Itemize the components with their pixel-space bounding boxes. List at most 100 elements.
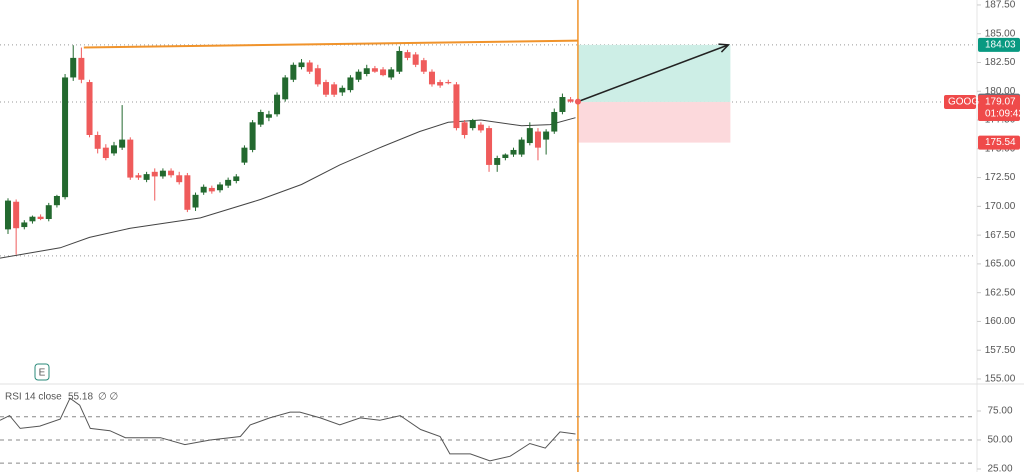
candle-body bbox=[62, 77, 69, 198]
candle-body bbox=[388, 69, 395, 78]
candle-body bbox=[168, 170, 175, 176]
candle-body bbox=[510, 149, 517, 155]
rsi-tick-label: 75.00 bbox=[987, 406, 1012, 417]
candle-body bbox=[404, 52, 411, 58]
countdown: 01:09:42 bbox=[985, 109, 1024, 120]
symbol-tag: GOOG bbox=[948, 97, 979, 108]
candle-body bbox=[371, 68, 378, 72]
candle-body bbox=[208, 187, 215, 192]
candle-body bbox=[567, 99, 574, 102]
candle-body bbox=[445, 82, 452, 84]
price-tag: 179.07 bbox=[985, 97, 1016, 108]
y-tick-label: 180.00 bbox=[985, 86, 1016, 97]
candle-body bbox=[249, 122, 256, 150]
candle-body bbox=[314, 68, 321, 85]
trend-line bbox=[83, 39, 578, 49]
rsi-line bbox=[0, 397, 576, 462]
candle-body bbox=[518, 139, 525, 155]
candle-body bbox=[306, 62, 313, 72]
candle-body bbox=[78, 57, 85, 80]
candle-body bbox=[102, 147, 109, 159]
candle-body bbox=[143, 174, 150, 180]
candle-body bbox=[339, 87, 346, 93]
stop-zone bbox=[577, 101, 731, 143]
candle-body bbox=[135, 175, 142, 178]
candle-body bbox=[86, 82, 93, 135]
candle-body bbox=[290, 64, 297, 80]
candle-body bbox=[543, 131, 550, 140]
candle-body bbox=[159, 170, 166, 177]
candle-body bbox=[192, 194, 199, 208]
candle-body bbox=[37, 216, 44, 220]
candle-body bbox=[4, 200, 11, 230]
y-tick-label: 172.50 bbox=[985, 172, 1016, 183]
candle-body bbox=[274, 94, 281, 115]
candle-body bbox=[233, 176, 240, 182]
rsi-tick-label: 50.00 bbox=[987, 435, 1012, 446]
candle-body bbox=[45, 205, 52, 220]
candle-body bbox=[347, 77, 354, 91]
earnings-marker: E bbox=[39, 368, 46, 379]
y-tick-label: 160.00 bbox=[985, 316, 1016, 327]
candle-body bbox=[322, 82, 329, 95]
y-tick-label: 167.50 bbox=[985, 230, 1016, 241]
symbol-tag-bg bbox=[944, 94, 976, 109]
rsi-flags: ∅ ∅ bbox=[98, 392, 118, 403]
y-tick-label: 185.00 bbox=[985, 28, 1016, 39]
candle-body bbox=[461, 122, 468, 135]
stop-tag-bg bbox=[978, 135, 1020, 150]
stop-tag: 175.54 bbox=[985, 137, 1016, 148]
candle-body bbox=[13, 201, 20, 229]
moving-average bbox=[0, 117, 576, 259]
candle-body bbox=[110, 145, 117, 154]
candle-body bbox=[200, 186, 207, 193]
candle-body bbox=[127, 139, 134, 178]
price-tag-bg bbox=[978, 94, 1020, 121]
target-tag: 184.03 bbox=[985, 40, 1016, 51]
candle-body bbox=[380, 69, 387, 76]
candle-body bbox=[265, 114, 272, 118]
target-tag-bg bbox=[978, 37, 1020, 52]
last-dot bbox=[574, 98, 581, 105]
candle-body bbox=[94, 134, 101, 149]
candle-body bbox=[282, 77, 289, 100]
candle-body bbox=[526, 128, 533, 144]
candle-body bbox=[257, 111, 264, 125]
candle-body bbox=[428, 71, 435, 85]
candle-body bbox=[241, 147, 248, 163]
candle-body bbox=[437, 82, 444, 86]
candle-body bbox=[225, 179, 232, 186]
candle-body bbox=[486, 128, 493, 165]
candle-body bbox=[559, 97, 566, 112]
earnings-badge bbox=[34, 363, 50, 381]
y-tick-label: 187.50 bbox=[985, 0, 1016, 11]
y-tick-label: 162.50 bbox=[985, 287, 1016, 298]
projection-arrow bbox=[577, 44, 729, 103]
rsi-last: 55.18 bbox=[68, 392, 93, 403]
candle-body bbox=[363, 68, 370, 74]
y-tick-label: 165.00 bbox=[985, 259, 1016, 270]
candle-body bbox=[184, 175, 191, 210]
candle-body bbox=[551, 111, 558, 132]
candle-body bbox=[119, 139, 126, 148]
candle-body bbox=[420, 60, 427, 72]
y-tick-label: 182.50 bbox=[985, 57, 1016, 68]
candle-body bbox=[331, 84, 338, 95]
candle-body bbox=[70, 57, 77, 78]
candle-body bbox=[502, 154, 509, 159]
rsi-tick-label: 25.00 bbox=[987, 464, 1012, 472]
candle-body bbox=[477, 124, 484, 131]
candle-body bbox=[396, 50, 403, 72]
y-tick-label: 157.50 bbox=[985, 345, 1016, 356]
candle-body bbox=[469, 120, 476, 129]
rsi-title: RSI 14 close bbox=[5, 392, 62, 403]
candle-body bbox=[21, 222, 28, 228]
candle-body bbox=[53, 195, 60, 206]
candle-body bbox=[534, 131, 541, 148]
candle-body bbox=[453, 84, 460, 129]
candle-body bbox=[216, 184, 223, 191]
candle-body bbox=[29, 216, 36, 222]
candle-body bbox=[151, 171, 158, 177]
